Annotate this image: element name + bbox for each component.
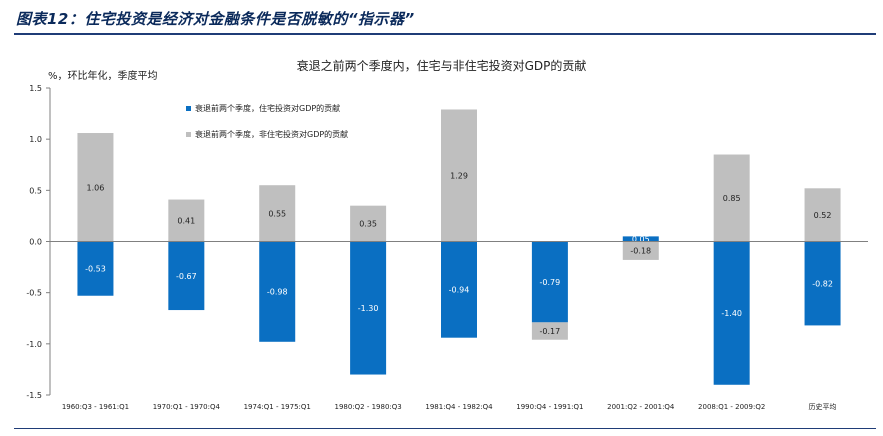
data-label-nonresidential: 1.06	[87, 183, 105, 192]
data-label-residential: 0.05	[632, 235, 650, 244]
data-label-residential: -0.94	[449, 286, 470, 295]
legend-label-residential: 衰退前两个季度，住宅投资对GDP的贡献	[195, 103, 341, 113]
data-label-nonresidential: 0.55	[268, 209, 286, 218]
x-category-label: 2008:Q1 - 2009:Q2	[698, 403, 765, 411]
data-label-nonresidential: 0.52	[814, 211, 832, 220]
x-category-label: 2001:Q2 - 2001:Q4	[607, 403, 675, 411]
data-label-nonresidential: 0.85	[723, 194, 741, 203]
y-tick-label: -1.0	[26, 340, 42, 349]
data-label-nonresidential: 0.41	[177, 217, 195, 226]
data-label-nonresidential: 0.35	[359, 220, 377, 229]
bar-residential	[531, 241, 568, 323]
bar-nonresidential	[77, 133, 114, 242]
y-tick-label: 0.0	[29, 238, 42, 247]
bar-nonresidential	[804, 188, 841, 242]
data-label-residential: -0.82	[812, 279, 833, 288]
bar-residential	[350, 241, 387, 375]
x-category-label: 1970:Q1 - 1970:Q4	[153, 403, 221, 411]
title-divider	[14, 33, 876, 35]
bar-residential	[622, 236, 659, 242]
data-label-residential: -1.40	[721, 309, 742, 318]
y-tick-label: -1.5	[26, 391, 42, 400]
legend-swatch-nonresidential	[186, 131, 191, 137]
bar-nonresidential	[168, 199, 205, 242]
data-label-residential: -0.98	[267, 288, 288, 297]
y-tick-label: 1.5	[29, 84, 42, 93]
legend-label-nonresidential: 衰退前两个季度，非住宅投资对GDP的贡献	[195, 129, 349, 139]
legend-item-nonresidential: 衰退前两个季度，非住宅投资对GDP的贡献	[186, 127, 348, 141]
y-axis-unit-label: %，环比年化，季度平均	[48, 71, 158, 82]
bar-nonresidential	[441, 109, 477, 242]
bar-residential	[168, 241, 205, 311]
data-label-residential: -0.79	[540, 278, 561, 287]
data-label-residential: -0.53	[85, 265, 106, 274]
x-category-label: 1960:Q3 - 1961:Q1	[62, 403, 129, 411]
y-tick-label: 0.5	[29, 186, 42, 195]
y-tick-label: 1.0	[29, 135, 42, 144]
bottom-divider	[14, 428, 876, 429]
x-category-label: 历史平均	[809, 402, 837, 411]
bar-residential	[77, 241, 114, 296]
bar-residential	[713, 241, 750, 385]
figure-title: 图表12：住宅投资是经济对金融条件是否脱敏的“指示器”	[16, 10, 415, 28]
y-tick-label: -0.5	[26, 289, 42, 298]
bar-nonresidential	[622, 241, 659, 260]
bar-residential	[259, 241, 296, 342]
legend-item-residential: 衰退前两个季度，住宅投资对GDP的贡献	[186, 101, 348, 115]
bar-nonresidential	[259, 185, 296, 242]
x-category-label: 1974:Q1 - 1975:Q1	[244, 403, 311, 411]
legend-swatch-residential	[186, 105, 191, 111]
data-label-residential: -0.67	[176, 272, 197, 281]
data-label-nonresidential: -0.17	[540, 327, 561, 336]
x-category-label: 1980:Q2 - 1980:Q3	[334, 403, 401, 411]
x-category-label: 1981:Q4 - 1982:Q4	[425, 403, 493, 411]
data-label-nonresidential: 1.29	[450, 171, 468, 180]
x-category-label: 1990:Q4 - 1991:Q1	[516, 403, 583, 411]
bar-nonresidential	[531, 322, 568, 340]
chart-title: 衰退之前两个季度内，住宅与非住宅投资对GDP的贡献	[296, 59, 587, 73]
chart-legend: 衰退前两个季度，住宅投资对GDP的贡献 衰退前两个季度，非住宅投资对GDP的贡献	[186, 101, 348, 153]
bar-nonresidential	[713, 154, 750, 242]
bar-residential	[804, 241, 841, 326]
data-label-residential: -1.30	[358, 304, 379, 313]
bar-nonresidential	[350, 205, 387, 242]
data-label-nonresidential: -0.18	[630, 247, 651, 256]
bar-residential	[441, 241, 477, 338]
